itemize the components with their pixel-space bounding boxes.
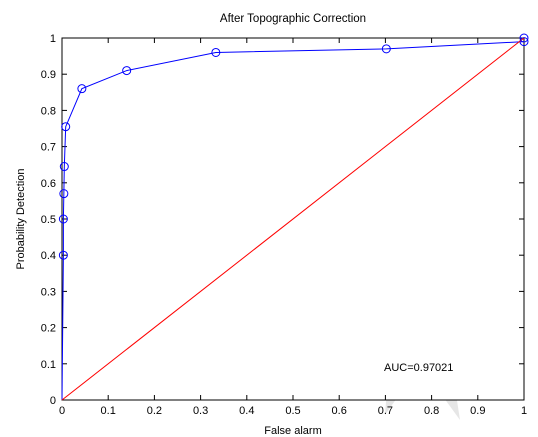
- y-tick-label: 0.7: [41, 142, 56, 154]
- roc-point-marker: [211, 47, 221, 57]
- x-tick-label: 0: [59, 405, 65, 417]
- x-tick-label: 0.2: [147, 405, 162, 417]
- y-tick-label: 0.9: [41, 69, 56, 81]
- x-tick-label: 0.7: [378, 405, 393, 417]
- y-tick-label: 1: [50, 33, 56, 45]
- y-tick-label: 0.6: [41, 178, 56, 190]
- y-tick-label: 0.3: [41, 286, 56, 298]
- roc-point-marker: [381, 44, 391, 54]
- x-axis-ticks: 0 0.1 0.2 0.3 0.4 0.5 0.6 0.7 0.8 0.9 1: [59, 38, 527, 417]
- roc-point-marker: [59, 189, 69, 199]
- y-tick-label: 0.1: [41, 359, 56, 371]
- y-axis-label: Probability Detection: [15, 169, 27, 270]
- y-tick-label: 0.4: [41, 250, 56, 262]
- x-tick-label: 0.8: [424, 405, 439, 417]
- y-tick-label: 0: [50, 395, 56, 407]
- x-tick-label: 0.6: [332, 405, 347, 417]
- roc-point-marker: [61, 122, 71, 132]
- series-layer: [58, 33, 529, 401]
- auc-annotation: AUC=0.97021: [384, 362, 453, 374]
- y-tick-label: 0.8: [41, 105, 56, 117]
- chart-title: After Topographic Correction: [220, 13, 366, 25]
- roc-point-marker: [58, 214, 68, 224]
- roc-point-marker: [59, 162, 69, 172]
- roc-point-marker: [122, 66, 132, 76]
- x-tick-label: 0.3: [193, 405, 208, 417]
- roc-point-marker: [77, 84, 87, 94]
- x-tick-label: 0.5: [285, 405, 300, 417]
- y-tick-label: 0.5: [41, 214, 56, 226]
- x-tick-label: 0.4: [239, 405, 254, 417]
- y-axis-ticks: 0 0.1 0.2 0.3 0.4 0.5 0.6 0.7 0.8 0.9 1: [41, 33, 524, 407]
- x-tick-label: 0.1: [101, 405, 116, 417]
- x-tick-label: 0.9: [470, 405, 485, 417]
- x-tick-label: 1: [521, 405, 527, 417]
- roc-endpoint-marker: [519, 33, 529, 43]
- y-tick-label: 0.2: [41, 323, 56, 335]
- diagonal-reference-line: [61, 37, 525, 401]
- roc-curve-line: [61, 41, 525, 401]
- x-axis-label: False alarm: [264, 425, 321, 437]
- roc-point-marker: [58, 250, 68, 260]
